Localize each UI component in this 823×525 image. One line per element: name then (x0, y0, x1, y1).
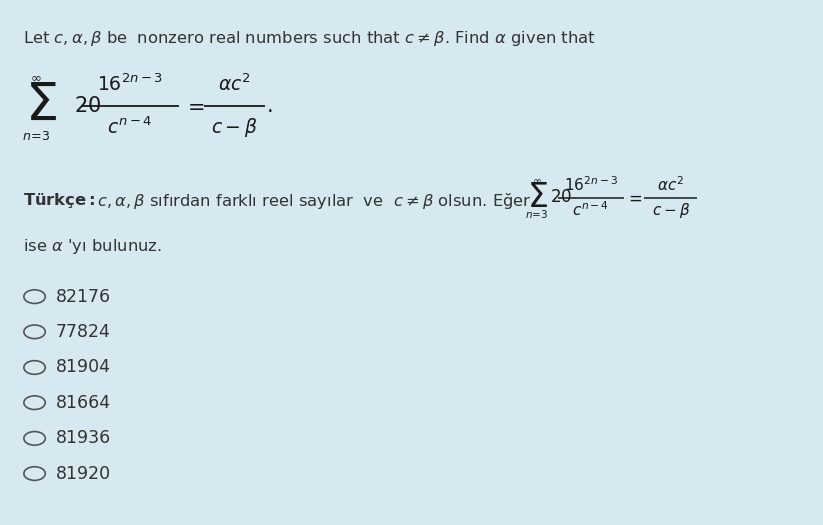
Text: $20$: $20$ (74, 96, 101, 116)
Text: 81920: 81920 (56, 465, 111, 482)
Text: Let $c, \alpha, \beta$ be  nonzero real numbers such that $c \neq \beta$. Find $: Let $c, \alpha, \beta$ be nonzero real n… (23, 29, 596, 48)
Text: 77824: 77824 (56, 323, 111, 341)
Text: $16^{2n-3}$: $16^{2n-3}$ (564, 175, 618, 194)
Text: $c - \beta$: $c - \beta$ (212, 116, 258, 139)
Text: ise $\alpha$ 'yı bulunuz.: ise $\alpha$ 'yı bulunuz. (23, 237, 162, 256)
Text: $n\!=\!3$: $n\!=\!3$ (525, 208, 548, 220)
Text: $=$: $=$ (625, 188, 643, 206)
Text: .: . (267, 96, 273, 116)
Text: $c^{n-4}$: $c^{n-4}$ (572, 201, 610, 219)
Text: $\mathbf{Türkçe:}$: $\mathbf{Türkçe:}$ (23, 191, 95, 210)
Text: $16^{2n-3}$: $16^{2n-3}$ (97, 74, 163, 94)
Text: $\infty$: $\infty$ (30, 71, 42, 83)
Text: $\Sigma$: $\Sigma$ (527, 181, 547, 214)
Text: 82176: 82176 (56, 288, 111, 306)
Text: $n\!=\!3$: $n\!=\!3$ (22, 130, 50, 143)
Text: 81904: 81904 (56, 359, 111, 376)
Text: 81936: 81936 (56, 429, 111, 447)
Text: $\alpha c^2$: $\alpha c^2$ (658, 175, 684, 194)
Text: $\alpha c^2$: $\alpha c^2$ (218, 74, 251, 94)
Text: $\infty$: $\infty$ (532, 176, 542, 186)
Text: $20$: $20$ (550, 188, 572, 206)
Text: $=$: $=$ (183, 96, 204, 116)
Text: $c, \alpha, \beta$ sıfırdan farklı reel sayılar  ve  $c \neq \beta$ olsun. Eğer: $c, \alpha, \beta$ sıfırdan farklı reel … (97, 191, 532, 211)
Text: $\Sigma$: $\Sigma$ (25, 80, 57, 132)
Text: 81664: 81664 (56, 394, 111, 412)
Text: $c^{n-4}$: $c^{n-4}$ (108, 117, 152, 138)
Text: $c - \beta$: $c - \beta$ (652, 201, 690, 219)
